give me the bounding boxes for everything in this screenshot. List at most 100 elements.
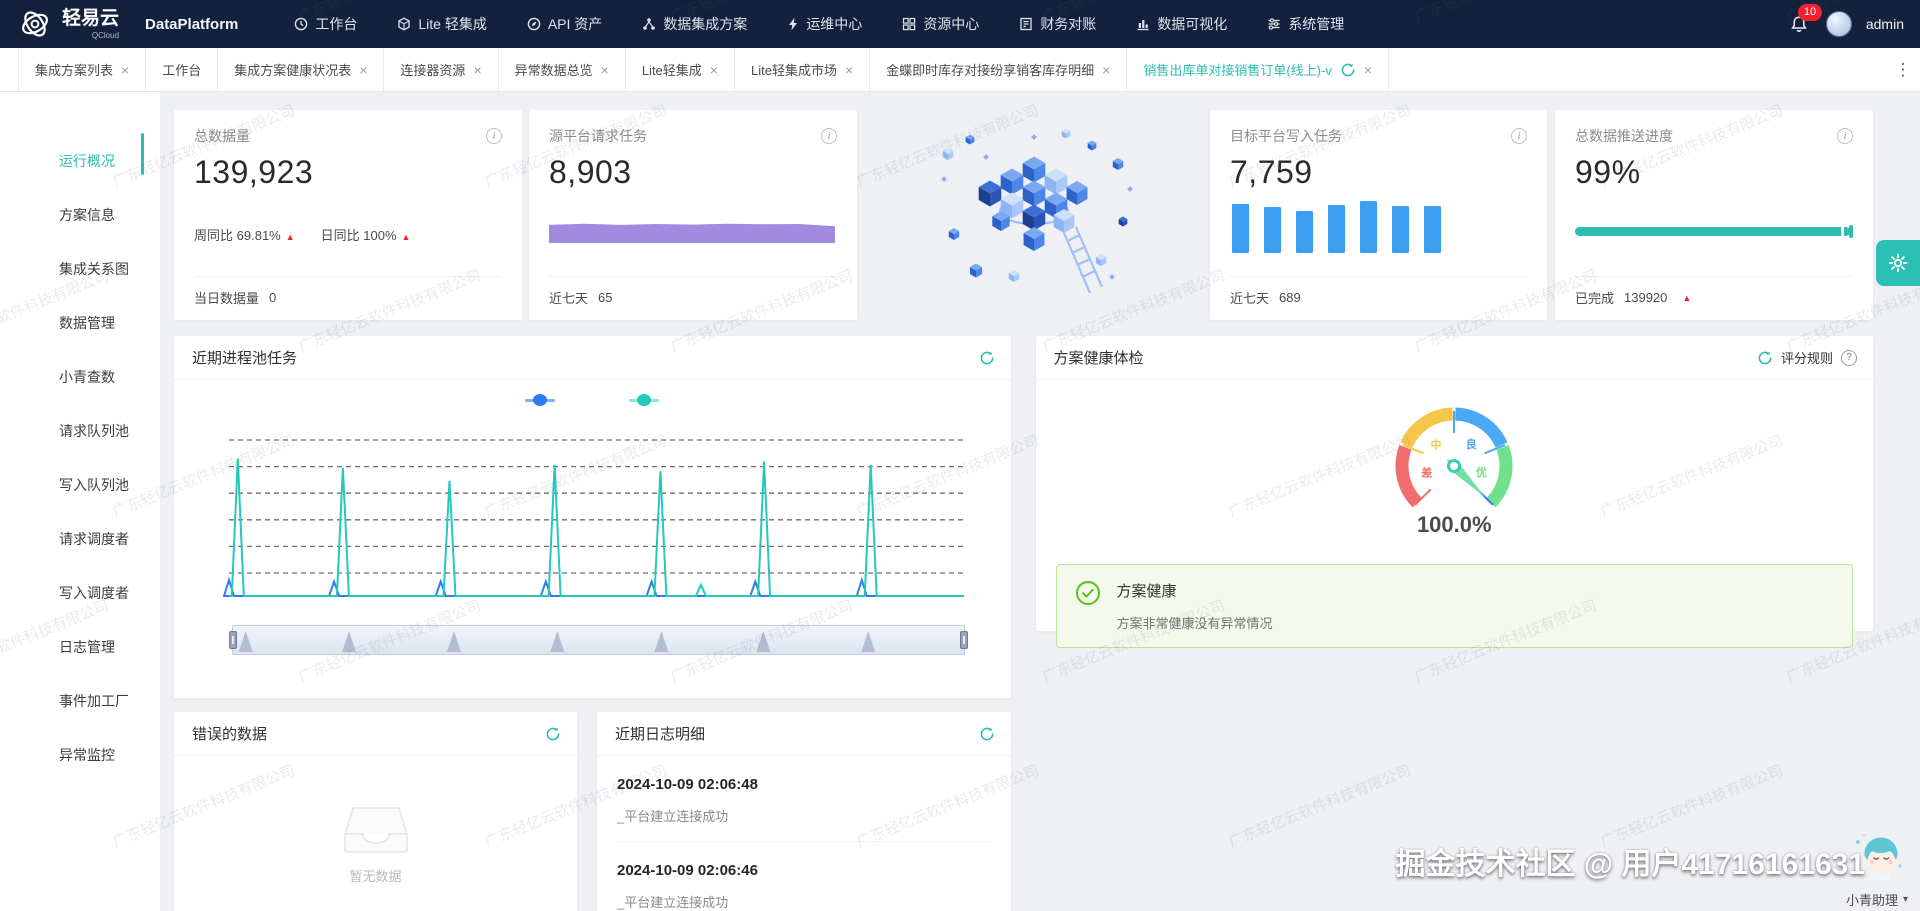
target-write-bar-chart <box>1230 197 1527 253</box>
sidebar-scrollbar-thumb[interactable] <box>141 133 144 175</box>
refresh-icon[interactable] <box>545 726 561 742</box>
assistant-label[interactable]: 小青助理 ▾ <box>1845 893 1908 908</box>
sidebar-item-log-management[interactable]: 日志管理 <box>59 639 115 655</box>
close-icon[interactable]: × <box>709 61 718 78</box>
chart-datazoom-slider[interactable] <box>229 625 968 655</box>
close-icon[interactable]: × <box>1102 61 1111 78</box>
sidebar-item-request-queue[interactable]: 请求队列池 <box>59 423 129 439</box>
card-title: 源平台请求任务 <box>549 128 647 144</box>
target-write-card: 目标平台写入任务 i 7,759 近七天 689 <box>1210 110 1547 320</box>
legend-series-teal[interactable] <box>629 394 660 406</box>
rise-arrow-icon: ▲ <box>285 232 295 242</box>
tab-sales-outbound-active[interactable]: 销售出库单对接销售订单(线上)-v × <box>1127 48 1390 91</box>
sidebar-item-write-scheduler[interactable]: 写入调度者 <box>59 585 129 601</box>
nav-item-lite-integration[interactable]: Lite 轻集成 <box>397 14 487 34</box>
notification-badge: 10 <box>1797 4 1823 21</box>
question-icon[interactable]: ? <box>1841 349 1857 366</box>
gauge-value: 100.0% <box>1416 512 1492 537</box>
sidebar-item-integration-graph[interactable]: 集成关系图 <box>59 261 129 277</box>
info-icon[interactable]: i <box>486 128 502 144</box>
datazoom-right-handle[interactable] <box>960 631 968 649</box>
empty-text: 暂无数据 <box>349 869 402 884</box>
nav-item-data-visualization[interactable]: 数据可视化 <box>1136 14 1227 34</box>
tab-workbench[interactable]: 工作台 <box>146 48 219 91</box>
refresh-icon[interactable] <box>979 350 995 366</box>
info-icon[interactable]: i <box>1837 128 1853 144</box>
close-icon[interactable]: × <box>359 61 368 78</box>
tab-plan-health-table[interactable]: 集成方案健康状况表 × <box>218 48 385 91</box>
sidebar-item-data-management[interactable]: 数据管理 <box>59 315 115 331</box>
svg-text:优: 优 <box>1476 465 1487 479</box>
push-progress-value: 99% <box>1575 154 1641 190</box>
notifications-button[interactable]: 10 <box>1786 4 1823 37</box>
sidebar-item-write-queue[interactable]: 写入队列池 <box>59 477 129 493</box>
card-footer: 已完成 139920 ▲ <box>1575 276 1853 307</box>
content-area: 总数据量 i 139,923 周同比 69.81% ▲ 日同比 100% ▲ 当日数据… <box>160 92 1920 911</box>
source-request-card: 源平台请求任务 i 8,903 近七天 65 <box>529 110 857 320</box>
legend-series-blue[interactable] <box>525 394 556 406</box>
product-name: DataPlatform <box>145 15 239 33</box>
close-icon[interactable]: × <box>1363 61 1373 78</box>
info-icon[interactable]: i <box>821 128 837 144</box>
week-compare: 周同比 69.81% ▲ <box>194 228 295 243</box>
tabs-more-icon[interactable]: ⋮ <box>1886 48 1920 91</box>
tab-connector-resources[interactable]: 连接器资源 × <box>384 48 499 91</box>
close-icon[interactable]: × <box>600 61 609 78</box>
close-icon[interactable]: × <box>473 61 482 78</box>
bolt-icon <box>787 17 799 31</box>
tab-lite-integration[interactable]: Lite轻集成 × <box>626 48 735 91</box>
process-pool-card: 近期进程池任务 <box>174 336 1011 698</box>
settings-gear-button[interactable] <box>1876 240 1920 286</box>
close-icon[interactable]: × <box>121 61 130 78</box>
chevron-down-icon: ▾ <box>1902 894 1908 905</box>
card-footer: 近七天 65 <box>549 276 837 307</box>
chart-legend <box>174 394 1011 406</box>
datazoom-shadow <box>238 631 876 652</box>
card-title: 总数据推送进度 <box>1575 128 1673 144</box>
tab-abnormal-data-overview[interactable]: 异常数据总览 × <box>499 48 626 91</box>
nav-item-finance-reconciliation[interactable]: 财务对账 <box>1019 14 1096 34</box>
process-pool-line-chart <box>222 439 964 597</box>
source-request-value: 8,903 <box>549 154 632 190</box>
refresh-icon[interactable] <box>1757 350 1773 366</box>
tab-integration-plan-list[interactable]: 集成方案列表 × <box>18 48 147 91</box>
push-progress-card: 总数据推送进度 i 99% 已完成 139920 ▲ <box>1555 110 1873 320</box>
sidebar-item-run-overview[interactable]: 运行概况 <box>59 153 115 169</box>
user-avatar[interactable] <box>1825 11 1852 37</box>
log-message: _平台建立连接成功 <box>617 809 729 824</box>
nav-item-data-integration[interactable]: 数据集成方案 <box>642 14 747 34</box>
close-icon[interactable]: × <box>844 61 854 78</box>
datazoom-left-handle[interactable] <box>229 631 237 649</box>
tab-kingdee-inventory[interactable]: 金蝶即时库存对接纷享销客库存明细 × <box>870 48 1128 91</box>
log-entry[interactable]: 2024-10-09 02:06:48 _平台建立连接成功 <box>617 756 991 842</box>
push-progress-bar <box>1575 225 1853 238</box>
nav-item-resource-center[interactable]: 资源中心 <box>902 14 979 34</box>
brand-name: 轻易云 <box>62 7 120 29</box>
card-footer: 当日数据量 0 <box>194 276 502 307</box>
qcloud-logo-icon <box>22 11 48 37</box>
user-name[interactable]: admin <box>1865 16 1904 32</box>
assistant-avatar[interactable] <box>1850 828 1908 886</box>
panel-title: 近期进程池任务 <box>192 350 298 367</box>
sidebar-item-abnormal-monitor[interactable]: 异常监控 <box>59 747 115 763</box>
grid-icon <box>902 17 916 31</box>
sidebar-item-event-factory[interactable]: 事件加工厂 <box>59 693 129 709</box>
brand[interactable]: 轻易云 QCloud DataPlatform <box>18 7 238 41</box>
nav-item-system-management[interactable]: 系统管理 <box>1267 14 1344 34</box>
plan-health-card: 方案健康体检 评分规则 ? 差中 良优 100.0% <box>1035 336 1873 648</box>
sidebar-item-plan-info[interactable]: 方案信息 <box>59 207 115 223</box>
sidebar-item-request-scheduler[interactable]: 请求调度者 <box>59 531 129 547</box>
tab-lite-market[interactable]: Lite轻集成市场 × <box>735 48 871 91</box>
alert-title: 方案健康 <box>1116 583 1177 600</box>
refresh-icon[interactable] <box>1340 62 1356 78</box>
refresh-icon[interactable] <box>979 726 995 742</box>
info-icon[interactable]: i <box>1511 128 1527 144</box>
log-time: 2024-10-09 02:06:48 <box>617 776 758 793</box>
scoring-rules-link[interactable]: 评分规则 <box>1780 351 1833 366</box>
sidebar-item-xiaoqing-query[interactable]: 小青查数 <box>59 369 115 385</box>
nav-item-api-assets[interactable]: API 资产 <box>527 14 602 34</box>
nav-item-workbench[interactable]: 工作台 <box>294 14 357 34</box>
empty-state: 暂无数据 <box>174 804 577 885</box>
nav-item-ops-center[interactable]: 运维中心 <box>787 14 862 34</box>
log-entry[interactable]: 2024-10-09 02:06:46 _平台建立连接成功 <box>617 842 991 911</box>
